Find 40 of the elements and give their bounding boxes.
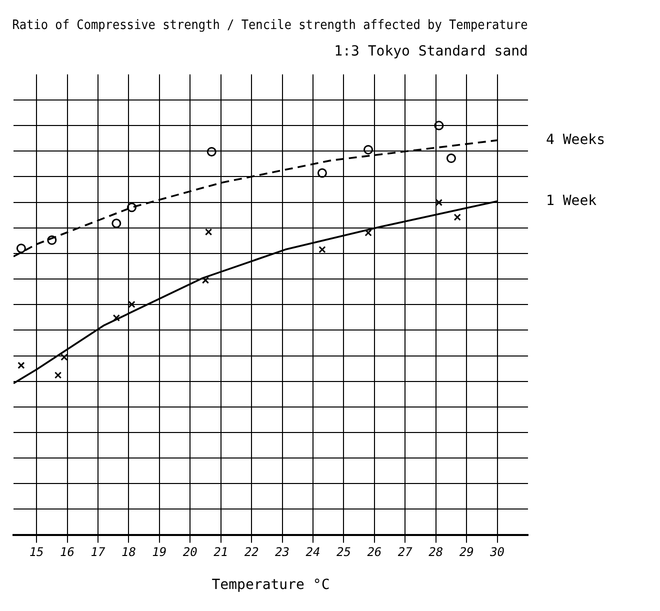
point (206, 146, 216, 156)
point (454, 214, 461, 221)
point (204, 228, 212, 236)
x-tick-label: 22 (244, 545, 259, 560)
text: 4 Weeks (546, 132, 606, 148)
point (434, 120, 444, 130)
x-tick-label: 23 (275, 545, 290, 560)
point (317, 168, 327, 178)
point (318, 246, 326, 254)
point (364, 229, 372, 236)
point (112, 218, 122, 228)
x-tick-label: 30 (489, 545, 505, 560)
point (47, 235, 57, 245)
x-tick-label: 20 (182, 545, 198, 560)
chart-subtitle: 1:3 Tokyo Standard sand (334, 44, 528, 60)
point (54, 372, 62, 379)
point (112, 314, 120, 322)
text: 1 Week (546, 192, 598, 209)
x-axis-title: Temperature °C (212, 577, 330, 594)
x-tick-label: 24 (306, 545, 320, 560)
x-tick-label: 15 (29, 545, 44, 560)
point (446, 154, 456, 164)
chart-title: Ratio of Compressive strength / Tencile strength affected by Temperature (12, 16, 528, 32)
x-tick-label: 16 (60, 545, 74, 560)
point (127, 202, 137, 212)
x-tick-label: 26 (367, 545, 382, 560)
x-tick-label: 25 (336, 545, 351, 560)
x-tick-label: 28 (428, 545, 444, 560)
point (202, 276, 210, 284)
x-tick-label: 27 (398, 545, 414, 560)
x-tick-label: 17 (90, 545, 106, 560)
point (364, 144, 374, 154)
point (16, 244, 26, 254)
point (18, 362, 25, 369)
x-tick-label: 18 (121, 545, 136, 560)
x-tick-label: 21 (214, 545, 228, 560)
x-tick-label: 19 (152, 545, 167, 560)
point (128, 300, 136, 308)
point (60, 354, 68, 361)
x-tick-label: 29 (459, 545, 474, 560)
